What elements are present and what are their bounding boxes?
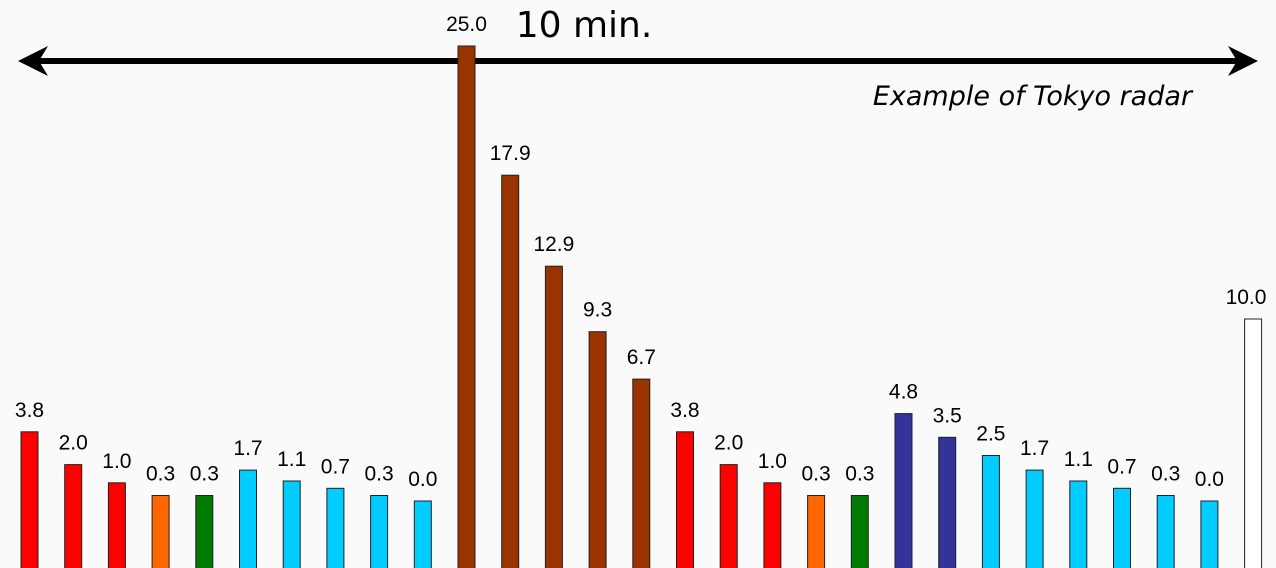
bar-value-label-23: 2.5: [976, 423, 1005, 446]
bar-9: [370, 495, 389, 568]
bar-value-label-12: 17.9: [490, 142, 531, 165]
bar-value-label-15: 6.7: [627, 346, 656, 369]
bar-13: [544, 265, 563, 568]
bar-value-label-21: 4.8: [889, 381, 918, 404]
value-labels-group: 3.8 2.0 1.0 0.3 0.3 1.7 1.1 0.7 0.3 0.0 25.0 17.9 12…: [15, 13, 1267, 491]
bar-5: [195, 495, 214, 568]
bar-16: [676, 431, 694, 568]
bar-value-label-19: 0.3: [801, 463, 830, 486]
chart-annotation: Example of Tokyo radar: [873, 81, 1194, 112]
bar-value-label-25: 1.1: [1064, 448, 1093, 471]
bar-20: [850, 495, 869, 568]
bar-value-label-5: 0.3: [190, 463, 219, 486]
bar-27: [1156, 495, 1175, 568]
bar-1: [20, 431, 39, 568]
bar-15: [632, 378, 651, 568]
bar-value-label-6: 1.7: [233, 437, 262, 460]
bar-value-label-27: 0.3: [1151, 463, 1180, 486]
bar-value-label-22: 3.5: [933, 404, 962, 427]
bar-19: [807, 495, 826, 568]
bar-24: [1025, 469, 1044, 568]
bar-26: [1113, 487, 1131, 568]
bar-value-label-29: 10.0: [1226, 286, 1267, 309]
bar-17: [719, 464, 738, 568]
bar-29: [1244, 318, 1263, 568]
bar-value-label-16: 3.8: [670, 399, 699, 422]
chart-title: 10 min.: [516, 5, 653, 46]
bar-2: [64, 464, 83, 568]
bar-11: [457, 45, 476, 568]
bar-25: [1069, 480, 1088, 568]
bar-value-label-4: 0.3: [146, 463, 175, 486]
bar-value-label-11: 25.0: [446, 13, 487, 36]
bar-value-label-2: 2.0: [59, 432, 88, 455]
bar-value-label-8: 0.7: [321, 455, 350, 478]
bar-value-label-7: 1.1: [277, 448, 306, 471]
bar-value-label-26: 0.7: [1107, 455, 1136, 478]
bar-value-label-17: 2.0: [714, 432, 743, 455]
bar-22: [938, 436, 957, 568]
bar-value-label-18: 1.0: [758, 450, 787, 473]
bar-21: [894, 413, 913, 568]
bar-3: [107, 482, 126, 568]
bar-value-label-9: 0.3: [364, 463, 393, 486]
bar-23: [981, 455, 1000, 568]
bar-value-label-28: 0.0: [1195, 468, 1224, 491]
bar-18: [763, 482, 782, 568]
bar-value-label-10: 0.0: [408, 468, 437, 491]
bar-value-label-13: 12.9: [533, 233, 574, 256]
bar-value-label-20: 0.3: [845, 463, 874, 486]
bar-8: [326, 487, 345, 568]
bar-14: [588, 331, 607, 568]
bar-10: [413, 500, 432, 568]
bar-value-label-1: 3.8: [15, 399, 44, 422]
bar-value-label-3: 1.0: [102, 450, 131, 473]
bar-6: [239, 469, 257, 568]
bar-7: [282, 480, 301, 568]
bar-value-label-14: 9.3: [583, 299, 612, 322]
bar-28: [1200, 500, 1219, 568]
bar-4: [151, 495, 170, 568]
bars-group: [20, 45, 1263, 568]
bar-value-label-24: 1.7: [1020, 437, 1049, 460]
bar-12: [501, 174, 520, 568]
